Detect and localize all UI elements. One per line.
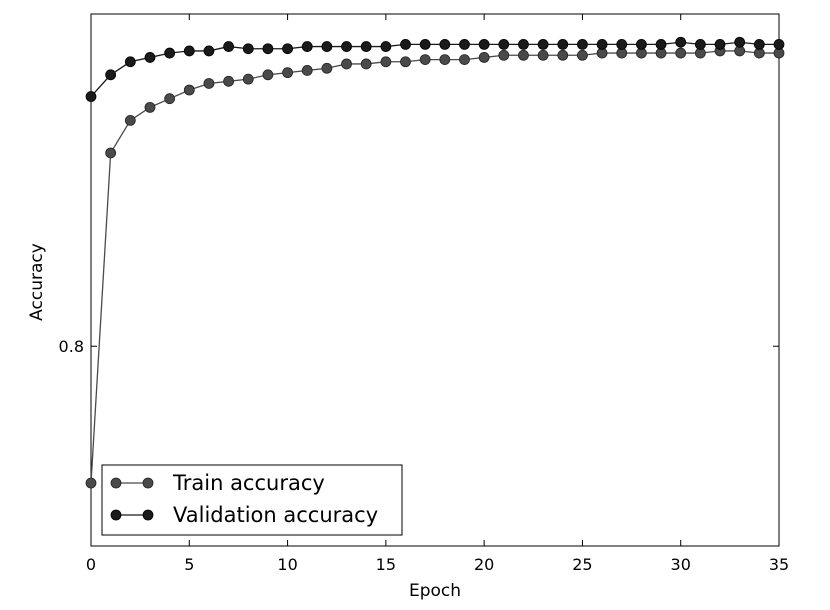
- data-point-validation-accuracy: [498, 39, 510, 50]
- data-point-validation-accuracy: [518, 39, 529, 50]
- data-point-validation-accuracy: [419, 39, 431, 50]
- legend-label-train: Train accuracy: [172, 471, 325, 495]
- legend-label-validation: Validation accuracy: [173, 503, 378, 527]
- data-point-train-accuracy: [518, 49, 529, 61]
- legend: Train accuracy Validation accuracy: [101, 464, 403, 536]
- data-point-train-accuracy: [105, 147, 117, 159]
- legend-marker-validation-left: [110, 509, 122, 521]
- data-point-validation-accuracy: [773, 39, 785, 50]
- x-tick-label: 5: [184, 555, 194, 574]
- data-point-validation-accuracy: [380, 41, 392, 52]
- legend-marker-train-right: [142, 477, 154, 489]
- data-point-validation-accuracy: [537, 39, 549, 50]
- data-point-validation-accuracy: [459, 39, 470, 50]
- data-point-validation-accuracy: [675, 36, 687, 48]
- data-point-train-accuracy: [557, 49, 569, 61]
- data-point-validation-accuracy: [616, 39, 628, 50]
- series-train-accuracy: [85, 45, 785, 489]
- data-point-validation-accuracy: [341, 41, 352, 52]
- x-tick-label: 25: [572, 555, 592, 574]
- data-point-validation-accuracy: [478, 39, 490, 50]
- data-point-validation-accuracy: [360, 41, 372, 52]
- data-point-validation-accuracy: [400, 39, 411, 50]
- data-point-train-accuracy: [301, 65, 313, 76]
- x-tick-label: 30: [671, 555, 691, 574]
- legend-box: [101, 464, 403, 536]
- data-point-train-accuracy: [242, 73, 254, 85]
- legend-marker-validation-right: [142, 509, 154, 521]
- data-point-train-accuracy: [223, 75, 235, 87]
- x-tick-label: 20: [474, 555, 494, 574]
- data-point-validation-accuracy: [577, 39, 588, 50]
- data-point-validation-accuracy: [301, 41, 313, 52]
- x-tick-label: 0: [86, 555, 96, 574]
- data-point-train-accuracy: [85, 477, 97, 489]
- data-point-validation-accuracy: [655, 39, 667, 50]
- data-point-validation-accuracy: [144, 52, 156, 63]
- data-point-train-accuracy: [537, 49, 549, 61]
- data-point-validation-accuracy: [105, 69, 117, 81]
- data-point-validation-accuracy: [203, 45, 215, 57]
- data-point-validation-accuracy: [282, 43, 293, 55]
- data-point-validation-accuracy: [636, 39, 647, 50]
- data-point-train-accuracy: [439, 54, 451, 65]
- data-point-validation-accuracy: [183, 45, 195, 57]
- data-point-train-accuracy: [419, 54, 431, 65]
- data-point-train-accuracy: [577, 49, 588, 61]
- data-point-validation-accuracy: [164, 47, 176, 59]
- data-point-train-accuracy: [459, 54, 470, 65]
- data-point-validation-accuracy: [694, 39, 706, 50]
- data-point-train-accuracy: [183, 84, 195, 96]
- data-point-validation-accuracy: [734, 36, 746, 48]
- data-point-train-accuracy: [498, 49, 510, 61]
- data-point-validation-accuracy: [439, 39, 451, 50]
- data-point-train-accuracy: [478, 52, 490, 63]
- y-tick-label: 0.8: [59, 337, 84, 356]
- data-point-train-accuracy: [164, 93, 176, 105]
- data-point-train-accuracy: [341, 58, 352, 70]
- data-point-train-accuracy: [400, 56, 411, 68]
- data-point-train-accuracy: [675, 47, 687, 59]
- data-point-train-accuracy: [321, 62, 333, 74]
- x-axis-title: Epoch: [409, 581, 461, 601]
- data-point-train-accuracy: [262, 69, 274, 81]
- data-point-validation-accuracy: [85, 91, 97, 102]
- x-tick-label: 10: [277, 555, 297, 574]
- data-point-validation-accuracy: [262, 43, 274, 55]
- legend-marker-train-left: [110, 477, 122, 489]
- data-point-validation-accuracy: [242, 43, 254, 55]
- plot-area-frame: [90, 13, 780, 547]
- data-point-train-accuracy: [124, 115, 136, 126]
- x-tick-label: 35: [769, 555, 789, 574]
- data-point-validation-accuracy: [223, 41, 235, 52]
- legend-entry-validation: Validation accuracy: [110, 503, 378, 527]
- legend-entry-train: Train accuracy: [110, 471, 325, 495]
- data-point-validation-accuracy: [321, 41, 333, 52]
- data-point-train-accuracy: [282, 67, 293, 79]
- data-point-train-accuracy: [380, 56, 392, 68]
- data-point-train-accuracy: [360, 58, 372, 70]
- series-group: [85, 36, 785, 489]
- data-point-validation-accuracy: [596, 39, 608, 50]
- data-point-validation-accuracy: [714, 39, 726, 50]
- data-point-validation-accuracy: [557, 39, 569, 50]
- ticks-group: 0 5 10 15 20 25 30 35 0.8: [59, 14, 789, 574]
- data-point-validation-accuracy: [753, 39, 765, 50]
- series-validation-accuracy: [85, 36, 785, 102]
- data-point-train-accuracy: [203, 78, 215, 89]
- x-tick-label: 15: [376, 555, 396, 574]
- y-axis-title: Accuracy: [27, 243, 47, 321]
- data-point-train-accuracy: [144, 101, 156, 113]
- data-point-validation-accuracy: [124, 56, 136, 68]
